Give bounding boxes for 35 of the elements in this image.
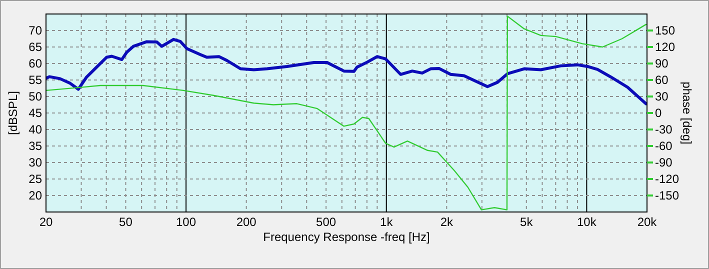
y-axis-title: [dBSPL] (6, 90, 20, 136)
x-tick-label: 500 (316, 215, 336, 229)
y-tick-label: 35 (28, 139, 42, 153)
y2-tick-label: -150 (655, 188, 680, 202)
x-tick-label: 2k (440, 215, 454, 229)
y-tick-label: 60 (28, 56, 42, 70)
y-tick-label: 65 (28, 40, 42, 54)
y2-tick-label: 30 (655, 90, 669, 104)
y-tick-label: 55 (28, 73, 42, 87)
x-tick-label: 1k (380, 215, 394, 229)
x-tick-label: 5k (520, 215, 534, 229)
y2-tick-label: -30 (655, 122, 673, 136)
x-tick-label: 20k (637, 215, 658, 229)
y-tick-label: 40 (28, 122, 42, 136)
x-tick-label: 200 (236, 215, 257, 229)
y2-tick-label: 90 (655, 56, 669, 70)
y-tick-label: 45 (28, 106, 42, 120)
y2-tick-label: 0 (655, 106, 662, 120)
y-tick-label: 20 (28, 188, 42, 202)
y-tick-label: 50 (28, 90, 42, 104)
y2-tick-label: 120 (655, 40, 676, 54)
y2-tick-label: -120 (655, 172, 680, 186)
y-tick-label: 30 (28, 156, 42, 170)
y2-tick-label: 150 (655, 24, 676, 38)
x-tick-label: 10k (577, 215, 598, 229)
x-tick-label: 20 (39, 215, 53, 229)
y-tick-label: 70 (28, 24, 42, 38)
y-tick-label: 25 (28, 172, 42, 186)
y2-tick-label: 60 (655, 73, 669, 87)
y2-tick-label: -60 (655, 139, 673, 153)
x-tick-label: 100 (176, 215, 196, 229)
y2-axis-title: phase [deg] (680, 82, 694, 144)
x-axis-title: Frequency Response -freq [Hz] (263, 230, 430, 244)
x-tick-label: 50 (119, 215, 133, 229)
y2-tick-label: -90 (655, 156, 673, 170)
